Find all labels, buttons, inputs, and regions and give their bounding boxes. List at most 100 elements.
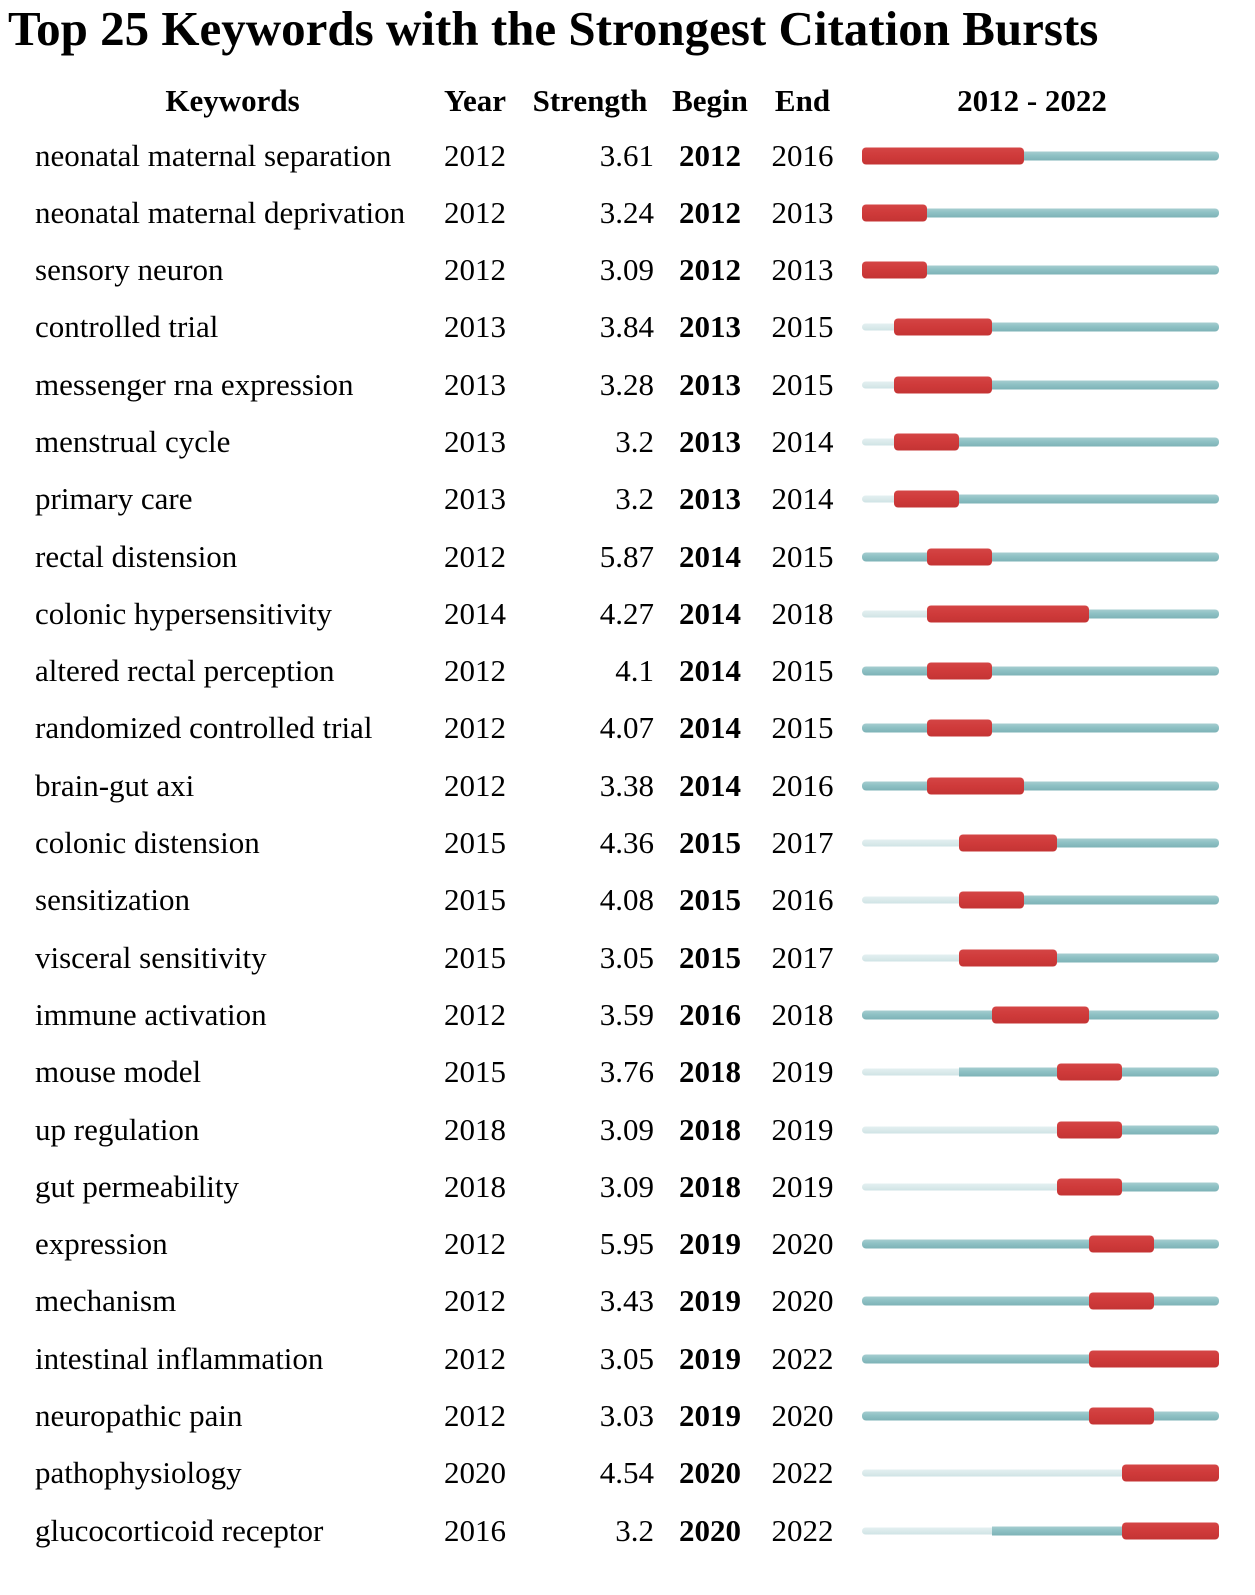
end-cell: 2019 <box>771 1054 834 1090</box>
keyword-cell: altered rectal perception <box>35 653 335 689</box>
year-cell: 2012 <box>444 1398 506 1434</box>
keyword-cell: colonic hypersensitivity <box>35 595 333 631</box>
strength-cell: 4.27 <box>599 595 654 631</box>
timeline-cell <box>845 872 1219 929</box>
year-cell: 2013 <box>444 424 506 459</box>
keyword-cell: sensory neuron <box>35 252 224 288</box>
keyword-cell: expression <box>35 1226 168 1262</box>
pre-appearance-segment <box>862 1126 1057 1134</box>
year-cell: 2013 <box>444 366 506 402</box>
burst-timeline-bar <box>862 1158 1219 1215</box>
end-cell: 2018 <box>771 996 834 1032</box>
begin-cell: 2012 <box>679 137 741 173</box>
table-row: neuropathic pain 2012 3.03 2019 2020 <box>0 1387 1255 1444</box>
timeline-baseline <box>862 380 1219 390</box>
year-cell: 2012 <box>444 710 506 746</box>
strength-cell: 3.09 <box>599 252 654 288</box>
table-row: randomized controlled trial 2012 4.07 2014 2… <box>0 700 1255 757</box>
burst-timeline-bar <box>862 1502 1219 1559</box>
timeline-baseline <box>862 1354 1219 1364</box>
timeline-cell <box>845 1044 1219 1101</box>
timeline-cell <box>845 986 1219 1043</box>
keyword-cell: pathophysiology <box>35 1455 242 1491</box>
timeline-cell <box>845 1101 1219 1158</box>
table-header: Keywords Year Strength Begin End 2012 - … <box>0 83 1255 119</box>
pre-appearance-segment <box>862 323 895 331</box>
strength-cell: 5.87 <box>599 538 654 574</box>
year-cell: 2014 <box>444 595 506 631</box>
timeline-cell <box>845 413 1219 470</box>
strength-cell: 4.08 <box>599 882 654 918</box>
burst-timeline-bar <box>862 929 1219 986</box>
strength-cell: 3.84 <box>599 309 654 345</box>
timeline-cell <box>845 299 1219 356</box>
keyword-cell: up regulation <box>35 1111 200 1147</box>
timeline-cell <box>845 643 1219 700</box>
strength-cell: 3.43 <box>599 1283 654 1319</box>
begin-cell: 2014 <box>679 710 741 746</box>
burst-timeline-bar <box>862 356 1219 413</box>
active-period-segment <box>959 953 1219 963</box>
active-period-segment <box>862 1411 1219 1421</box>
keyword-cell: glucocorticoid receptor <box>35 1512 324 1548</box>
year-cell: 2018 <box>444 1111 506 1147</box>
keyword-cell: controlled trial <box>35 309 219 345</box>
end-cell: 2022 <box>771 1340 834 1376</box>
table-row: brain-gut axi 2012 3.38 2014 2016 <box>0 757 1255 814</box>
table-row: intestinal inflammation 2012 3.05 2019 2022 <box>0 1330 1255 1387</box>
column-header-year: Year <box>444 82 506 118</box>
pre-appearance-segment <box>862 1068 960 1076</box>
timeline-cell <box>845 1158 1219 1215</box>
burst-timeline-bar <box>862 299 1219 356</box>
keyword-cell: neonatal maternal separation <box>35 137 392 173</box>
table-row: menstrual cycle 2013 3.2 2013 2014 <box>0 413 1255 470</box>
table-body: neonatal maternal separation 2012 3.61 2012… <box>0 127 1255 1559</box>
strength-cell: 3.03 <box>599 1398 654 1434</box>
active-period-segment <box>894 494 1219 504</box>
active-period-segment <box>862 781 1219 791</box>
timeline-cell <box>845 1502 1219 1559</box>
end-cell: 2018 <box>771 595 834 631</box>
burst-period-segment <box>862 204 927 222</box>
year-cell: 2013 <box>444 481 506 517</box>
burst-period-segment <box>894 318 992 336</box>
timeline-baseline <box>862 666 1219 676</box>
end-cell: 2022 <box>771 1455 834 1491</box>
pre-appearance-segment <box>862 610 927 618</box>
burst-period-segment <box>926 719 992 737</box>
timeline-cell <box>845 528 1219 585</box>
burst-timeline-bar <box>862 1273 1219 1330</box>
keyword-cell: primary care <box>35 481 193 517</box>
table-row: glucocorticoid receptor 2016 3.2 2020 2022 <box>0 1502 1255 1559</box>
burst-period-segment <box>959 949 1057 967</box>
strength-cell: 3.28 <box>599 366 654 402</box>
begin-cell: 2019 <box>679 1283 741 1319</box>
column-header-strength: Strength <box>532 82 648 118</box>
active-period-segment <box>862 265 1219 275</box>
begin-cell: 2015 <box>679 882 741 918</box>
active-period-segment <box>894 380 1219 390</box>
column-header-keywords: Keywords <box>165 82 300 118</box>
year-cell: 2015 <box>444 825 506 861</box>
timeline-baseline <box>862 322 1219 332</box>
keyword-cell: mechanism <box>35 1283 177 1319</box>
burst-period-segment <box>894 433 960 451</box>
timeline-baseline <box>862 208 1219 218</box>
keyword-cell: sensitization <box>35 882 190 918</box>
end-cell: 2015 <box>771 710 834 746</box>
timeline-cell <box>845 814 1219 871</box>
table-row: rectal distension 2012 5.87 2014 2015 <box>0 528 1255 585</box>
table-row: mechanism 2012 3.43 2019 2020 <box>0 1273 1255 1330</box>
begin-cell: 2018 <box>679 1168 741 1204</box>
year-cell: 2012 <box>444 996 506 1032</box>
active-period-segment <box>1056 1125 1219 1135</box>
strength-cell: 3.76 <box>599 1054 654 1090</box>
end-cell: 2020 <box>771 1283 834 1319</box>
timeline-baseline <box>862 838 1219 848</box>
timeline-cell <box>845 1445 1219 1502</box>
begin-cell: 2019 <box>679 1398 741 1434</box>
burst-period-segment <box>959 834 1057 852</box>
begin-cell: 2014 <box>679 767 741 803</box>
year-cell: 2012 <box>444 1340 506 1376</box>
begin-cell: 2020 <box>679 1455 741 1491</box>
